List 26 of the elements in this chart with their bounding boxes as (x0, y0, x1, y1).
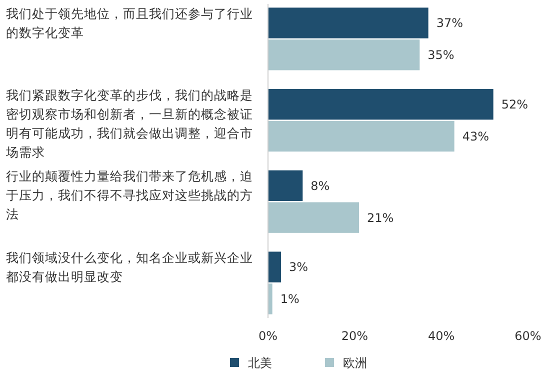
bar (268, 88, 494, 120)
bar (268, 8, 428, 38)
x-tick-label: 40% (428, 329, 455, 343)
bar (268, 252, 281, 282)
data-label: 35% (428, 48, 454, 62)
legend-label: 北美 (248, 356, 272, 370)
x-tick-label: 20% (341, 329, 368, 343)
y-tick-label: 我们紧跟数字化变革的步伐，我们的战略是密切观察市场和创新者，一旦新的概念被证明有可能成功，我们就会做出调整，迎合市场需求 (5, 87, 253, 160)
bar (268, 40, 420, 70)
x-tick-label: 0% (258, 329, 278, 343)
data-label: 37% (436, 16, 464, 30)
legend-label: 欧洲 (343, 356, 367, 370)
data-label: 43% (462, 129, 490, 144)
y-tick-label: 行业的颠覆性力量给我们带来了危机感，迫于压力，我们不得不寻找应对这些挑战的方法 (6, 168, 253, 222)
data-label: 1% (280, 292, 300, 306)
x-tick-label: 60% (514, 329, 542, 343)
bar (268, 202, 359, 233)
y-tick-label: 我们处于领先地位，而且我们还参与了行业的数字化变革 (6, 6, 253, 40)
y-tick-label: 我们领域没什么变化，知名企业或新兴企业都没有做出明显改变 (6, 250, 253, 284)
bar (268, 284, 272, 314)
bar (268, 170, 303, 202)
data-label: 21% (367, 210, 394, 225)
data-label: 3% (289, 260, 308, 274)
bar (268, 120, 454, 152)
data-label: 52% (501, 98, 528, 112)
data-label: 8% (310, 178, 330, 193)
